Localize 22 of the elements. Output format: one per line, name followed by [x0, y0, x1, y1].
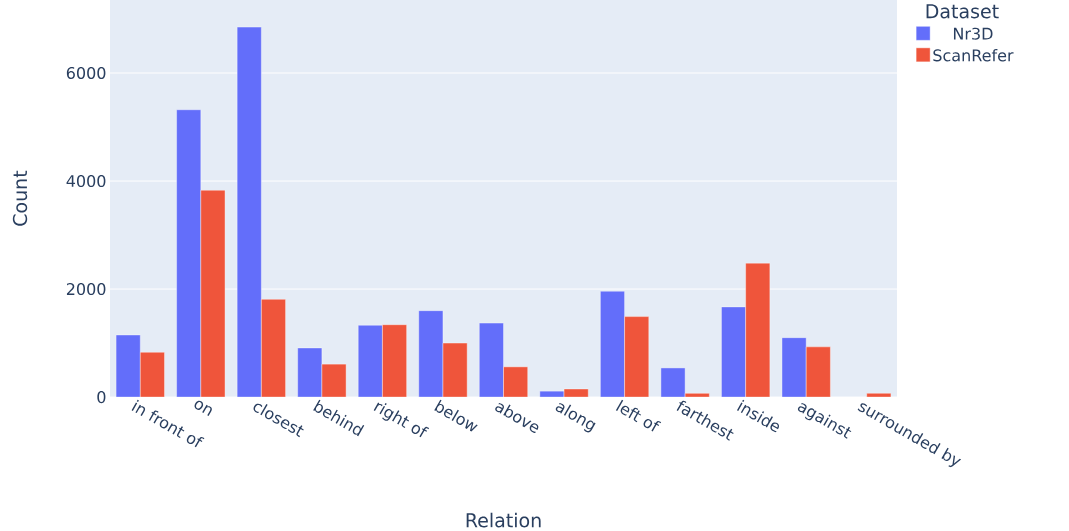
bar — [297, 347, 323, 398]
bar — [418, 310, 444, 398]
bar — [236, 26, 262, 398]
y-tick-label: 4000 — [66, 174, 106, 188]
bar — [358, 325, 383, 398]
x-tick-label: right of — [373, 402, 430, 438]
bar — [479, 322, 504, 398]
bar — [600, 290, 625, 398]
bar — [721, 306, 746, 398]
y-tick-label: 2000 — [66, 282, 106, 296]
bar — [115, 334, 141, 398]
bar — [176, 109, 202, 398]
y-tick-label: 6000 — [66, 66, 106, 80]
legend-label: ScanRefer — [933, 48, 1014, 62]
x-tick-label: on — [194, 400, 212, 416]
legend-title: Dataset — [926, 4, 999, 19]
y-tick-label: 0 — [97, 391, 106, 404]
bar — [781, 337, 807, 398]
y-axis-title: Count — [12, 170, 28, 226]
x-tick-label: left of — [615, 399, 662, 432]
legend-label: Nr3D — [953, 27, 993, 40]
x-axis-title: Relation — [466, 512, 541, 528]
